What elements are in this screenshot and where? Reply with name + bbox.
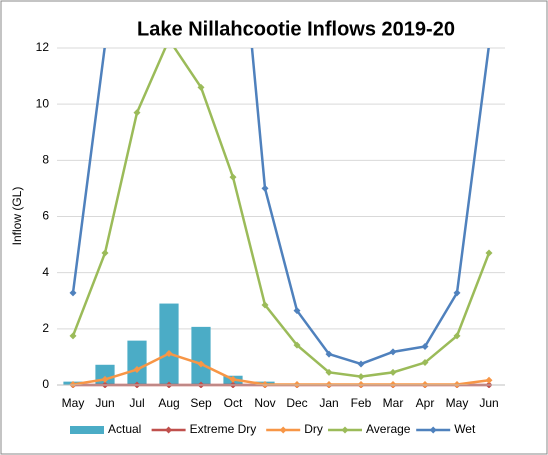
marker bbox=[485, 376, 493, 384]
marker bbox=[293, 380, 301, 388]
x-tick-label: Feb bbox=[351, 396, 372, 410]
marker bbox=[69, 380, 77, 388]
x-tick-label: Jun bbox=[95, 396, 114, 410]
marker bbox=[69, 289, 77, 297]
y-tick-label: 0 bbox=[42, 377, 49, 391]
marker bbox=[133, 366, 141, 374]
x-tick-label: Jun bbox=[479, 396, 498, 410]
bar bbox=[191, 326, 211, 385]
marker bbox=[389, 348, 397, 356]
legend-label: Dry bbox=[304, 422, 323, 436]
x-tick-label: Mar bbox=[383, 396, 404, 410]
y-axis-label: Inflow (GL) bbox=[10, 187, 24, 246]
marker bbox=[197, 83, 205, 91]
marker bbox=[325, 350, 333, 358]
marker bbox=[325, 380, 333, 388]
legend-marker bbox=[429, 426, 437, 434]
x-tick-label: May bbox=[62, 396, 85, 410]
x-tick-label: May bbox=[446, 396, 469, 410]
marker bbox=[229, 173, 237, 181]
marker bbox=[453, 380, 461, 388]
axes: 0 2 4 6 8 10 12 May Jun Jul Aug Sep Oct Nov Dec Jan Feb M… bbox=[36, 40, 505, 436]
bar bbox=[159, 303, 179, 385]
marker bbox=[69, 332, 77, 340]
marker bbox=[485, 249, 493, 257]
marker bbox=[293, 341, 301, 349]
line bbox=[71, 48, 490, 366]
x-tick-label: Aug bbox=[158, 396, 179, 410]
marker bbox=[293, 307, 301, 315]
marker bbox=[261, 184, 269, 192]
marker bbox=[389, 368, 397, 376]
line bbox=[72, 352, 490, 386]
y-tick-label: 12 bbox=[36, 40, 50, 54]
x-tick-label: Sep bbox=[190, 396, 212, 410]
x-tick-label: Nov bbox=[254, 396, 275, 410]
marker bbox=[453, 332, 461, 340]
legend-marker bbox=[341, 426, 349, 434]
y-tick-label: 10 bbox=[36, 96, 50, 110]
plot-area bbox=[63, 48, 493, 388]
y-tick-label: 6 bbox=[42, 209, 49, 223]
bar bbox=[127, 340, 147, 385]
marker bbox=[421, 380, 429, 388]
legend-swatch bbox=[70, 426, 104, 434]
marker bbox=[133, 109, 141, 117]
y-tick-label: 4 bbox=[42, 265, 49, 279]
chart-title: Lake Nillahcootie Inflows 2019-20 bbox=[137, 18, 455, 40]
x-tick-label: Oct bbox=[224, 396, 243, 410]
marker bbox=[261, 301, 269, 309]
marker bbox=[357, 360, 365, 368]
legend-marker bbox=[165, 426, 173, 434]
marker bbox=[261, 380, 269, 388]
y-tick-label: 8 bbox=[42, 153, 49, 167]
x-tick-label: Apr bbox=[416, 396, 435, 410]
legend-label: Extreme Dry bbox=[190, 422, 257, 436]
x-tick-label: Dec bbox=[286, 396, 307, 410]
marker bbox=[389, 380, 397, 388]
marker bbox=[421, 343, 429, 351]
legend-marker bbox=[279, 426, 287, 434]
marker bbox=[101, 375, 109, 383]
y-tick-label: 2 bbox=[42, 321, 49, 335]
marker bbox=[101, 249, 109, 257]
legend-label: Wet bbox=[454, 422, 476, 436]
marker bbox=[104, 48, 106, 49]
marker bbox=[165, 350, 173, 358]
line bbox=[71, 48, 491, 378]
legend-label: Average bbox=[366, 422, 411, 436]
marker bbox=[453, 289, 461, 297]
marker bbox=[229, 375, 237, 383]
marker bbox=[421, 359, 429, 367]
marker bbox=[357, 380, 365, 388]
x-tick-label: Jul bbox=[129, 396, 144, 410]
legend-label: Actual bbox=[108, 422, 141, 436]
marker bbox=[197, 360, 205, 368]
marker bbox=[325, 368, 333, 376]
marker bbox=[357, 373, 365, 381]
x-tick-label: Jan bbox=[319, 396, 338, 410]
marker bbox=[488, 48, 490, 49]
